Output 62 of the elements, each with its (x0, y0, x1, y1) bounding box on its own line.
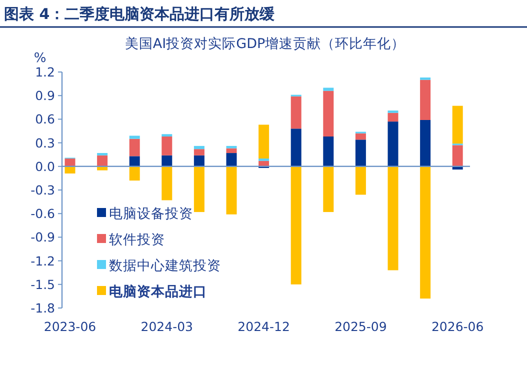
bar (226, 146, 237, 148)
x-tick-label: 2023-06 (44, 319, 96, 334)
x-tick-label: 2024-03 (140, 319, 194, 334)
x-tick-label: 2025-09 (334, 319, 387, 334)
y-tick-label: 0.0 (35, 158, 56, 174)
bar (420, 166, 431, 299)
bar (323, 90, 334, 137)
bar (355, 133, 366, 140)
legend-label: 软件投资 (109, 232, 165, 248)
y-tick-label: -1.8 (30, 300, 56, 316)
bar (162, 155, 172, 166)
bar (323, 166, 334, 212)
y-tick-label: -0.3 (30, 182, 55, 198)
y-tick-label: -1.2 (30, 253, 55, 268)
bar (129, 138, 140, 156)
bar (226, 153, 237, 166)
bar (323, 88, 334, 91)
legend-label: 数据中心建筑投资 (109, 258, 221, 274)
bar (194, 155, 204, 166)
bar (162, 166, 172, 200)
bar (388, 166, 398, 270)
bar (258, 160, 270, 166)
bar (194, 146, 204, 150)
bar (355, 166, 366, 195)
bar (388, 112, 398, 122)
bar (355, 140, 366, 166)
bar (452, 106, 463, 144)
legend-label: 电脑资本品进口 (109, 283, 207, 300)
bar (97, 155, 108, 166)
chart-subtitle: 美国AI投资对实际GDP增速贡献（环比年化） (124, 36, 406, 52)
y-tick-label: -1.5 (30, 276, 55, 292)
bar (323, 136, 334, 166)
bar (162, 134, 172, 137)
bar (64, 166, 76, 174)
y-tick-label: -0.6 (30, 206, 56, 222)
bar (129, 166, 140, 181)
bar (420, 80, 431, 120)
x-tick-label: 2024-12 (238, 319, 290, 334)
bar (129, 156, 140, 166)
y-tick-label: 0.9 (35, 88, 56, 104)
bar (290, 96, 302, 129)
bar (290, 128, 302, 166)
legend-label: 电脑设备投资 (109, 206, 193, 222)
bar (64, 158, 76, 166)
y-tick-label: 0.3 (35, 135, 55, 150)
bar (194, 149, 204, 156)
chart-title: 图表 4：二季度电脑资本品进口有所放缓 (4, 5, 276, 23)
bar (129, 136, 140, 139)
bar (258, 124, 270, 159)
y-tick-label: 0.6 (35, 112, 56, 127)
bar (226, 148, 237, 154)
bar (194, 166, 204, 212)
y-tick-label: 1.2 (35, 64, 55, 80)
bar (162, 136, 172, 156)
y-tick-label: -0.9 (30, 230, 56, 245)
y-axis-title: % (34, 51, 46, 66)
bar (290, 166, 302, 284)
bar (420, 120, 431, 166)
bar (452, 145, 463, 166)
x-tick-label: 2026-06 (431, 319, 484, 334)
bar (226, 166, 237, 214)
bar (388, 122, 398, 166)
